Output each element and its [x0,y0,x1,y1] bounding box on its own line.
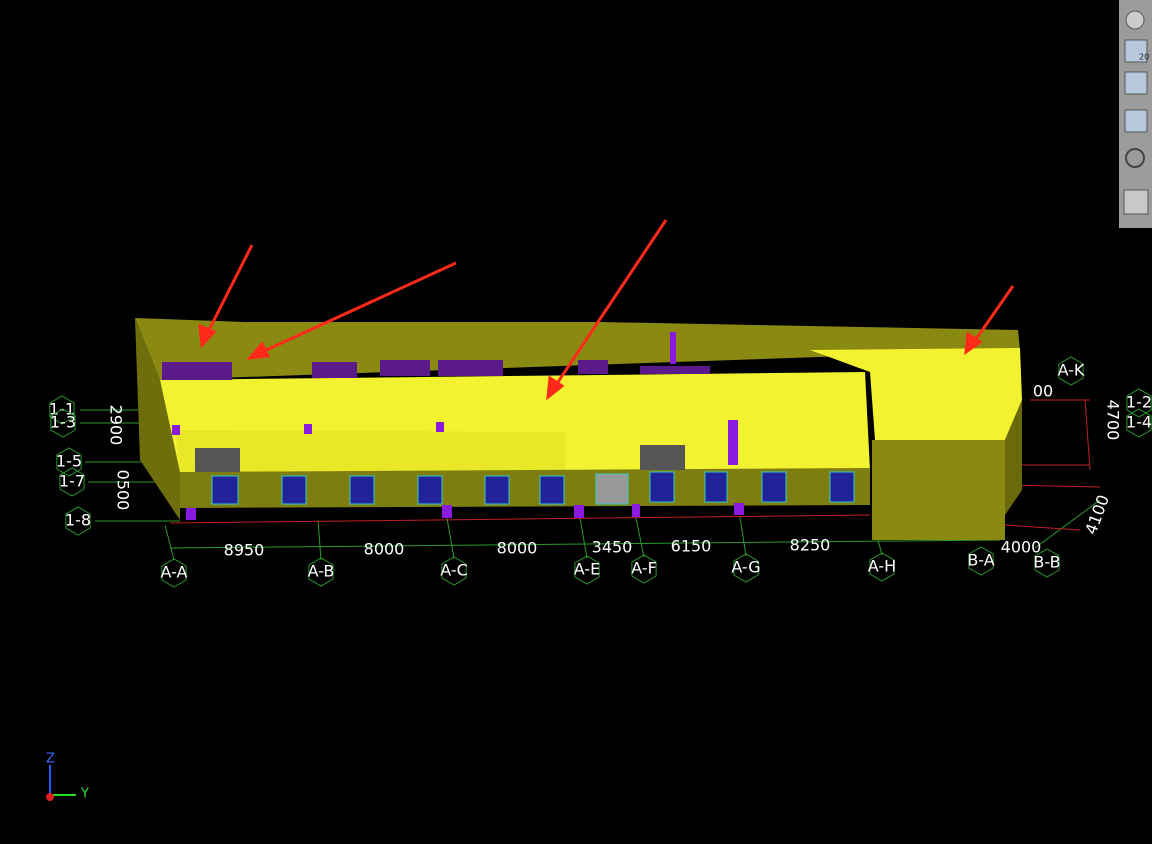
stair-core [640,445,685,470]
row-axis-label: 1-2 [1126,393,1152,412]
grid-axis-label: A-A [161,563,188,582]
dimension-label: 6150 [671,537,712,556]
view-2d-button[interactable] [1124,39,1148,63]
axis-bubble [441,556,467,586]
row-axis-label: 1-3 [50,413,76,432]
side-wall [135,318,180,520]
grid-axis-label: A-E [574,560,600,579]
view-cube-button[interactable] [1124,71,1148,95]
axis-bubble [308,557,334,587]
grid-axis-label: A-H [868,557,896,576]
axis-triad: Z Y [46,752,89,802]
dimension-label: 4100 [1081,492,1113,537]
dimension-label: 4000 [1001,538,1042,557]
axis-bubble [49,395,75,425]
grid-axis-label: A-B [308,562,335,581]
row-axis-label: 1-7 [59,472,85,491]
grid-axis-label: A-K [1058,361,1085,380]
dimension-label: 3450 [592,538,633,557]
orbit-button[interactable] [1125,10,1145,30]
dimension-label: 8000 [364,540,405,559]
back-windows [162,360,710,380]
dimension-label: 4700 [1104,400,1123,441]
front-windows [211,471,855,505]
dimension-label: 00 [1033,382,1053,401]
dimension-label: 8950 [224,541,265,560]
row-axis-label: 1-8 [65,511,91,530]
axis-bubble [733,553,759,583]
dimension-label: 8250 [790,536,831,555]
grid-axis-label: A-F [631,559,657,578]
solid-button[interactable] [1124,109,1148,133]
axis-bubble [1126,388,1152,418]
axis-bubble [574,555,600,585]
grid-button[interactable] [1123,189,1149,215]
columns [172,332,744,520]
grid-axis-label: A-C [440,561,468,580]
row-axis-label: 1-4 [1126,413,1152,432]
roof-lower [175,430,565,472]
grid-axis-label: B-A [967,551,994,570]
axis-bubble [161,558,187,588]
axis-bubble [1058,356,1084,386]
z-axis-label: Z [46,752,55,767]
annotation-arrows [198,219,1015,401]
right-block [872,440,1005,540]
row-axis-label: 1-5 [56,452,82,471]
view-badge: 20 [1139,53,1149,62]
axis-bubble [1126,408,1152,438]
rotate-button[interactable] [1125,148,1145,168]
grid-labels: A-A A-B A-C A-E A-F A-G A-H B-A B-BA-K1-11-31-51… [49,356,1152,588]
dimension-label: 2900 [107,405,126,446]
dimension-label: 0500 [114,470,133,511]
axis-bubble [50,408,76,438]
view-toolbar: 20 [1119,0,1152,228]
y-axis-label: Y [80,787,89,802]
right-block-side [1005,400,1022,515]
grid-axis-label: B-B [1033,553,1060,572]
axis-bubble [56,447,82,477]
axis-bubble [59,467,85,497]
axis-bubble [968,546,994,576]
axis-bubble [65,506,91,536]
stair-core [195,448,240,472]
dimension-label: 8000 [497,539,538,558]
axis-bubble [631,554,657,584]
right-roof [810,348,1022,440]
grid-lines [80,409,1101,561]
axis-bubble [869,552,895,582]
grid-axis-label: A-G [731,558,760,577]
axis-bubble [1034,548,1060,578]
